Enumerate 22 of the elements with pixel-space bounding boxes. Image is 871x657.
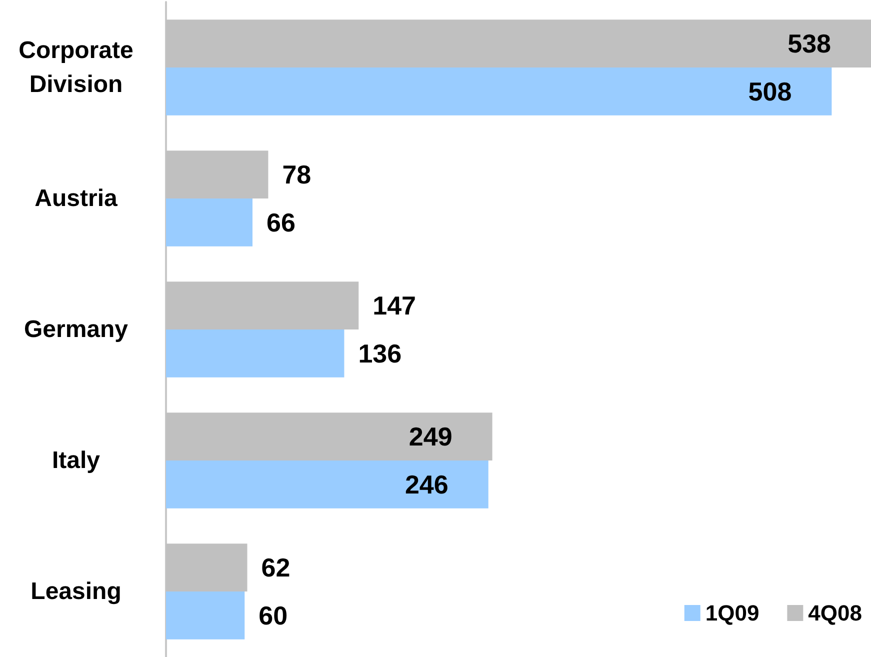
data-label: 62 xyxy=(261,552,290,583)
y-tick-label: Corporate Division xyxy=(18,37,134,98)
legend-label: 4Q08 xyxy=(808,600,862,626)
data-label: 78 xyxy=(282,160,312,190)
bar xyxy=(166,68,832,116)
data-label: 136 xyxy=(358,338,402,368)
bar xyxy=(166,198,252,246)
data-label: 60 xyxy=(258,600,288,630)
data-label: 246 xyxy=(404,469,448,500)
bar xyxy=(166,460,488,508)
y-tick-label: Austria xyxy=(34,185,118,212)
data-label: 147 xyxy=(372,290,416,321)
bar xyxy=(166,592,245,640)
legend-label: 1Q09 xyxy=(705,600,760,626)
data-label: 538 xyxy=(788,28,831,59)
y-tick-label: Leasing xyxy=(30,578,122,605)
data-label: 66 xyxy=(266,207,296,238)
data-label: 508 xyxy=(748,76,792,106)
y-tick-label: Germany xyxy=(24,316,129,343)
y-tick-label: Italy xyxy=(52,447,101,474)
bar xyxy=(166,330,344,378)
data-label: 249 xyxy=(408,422,452,452)
